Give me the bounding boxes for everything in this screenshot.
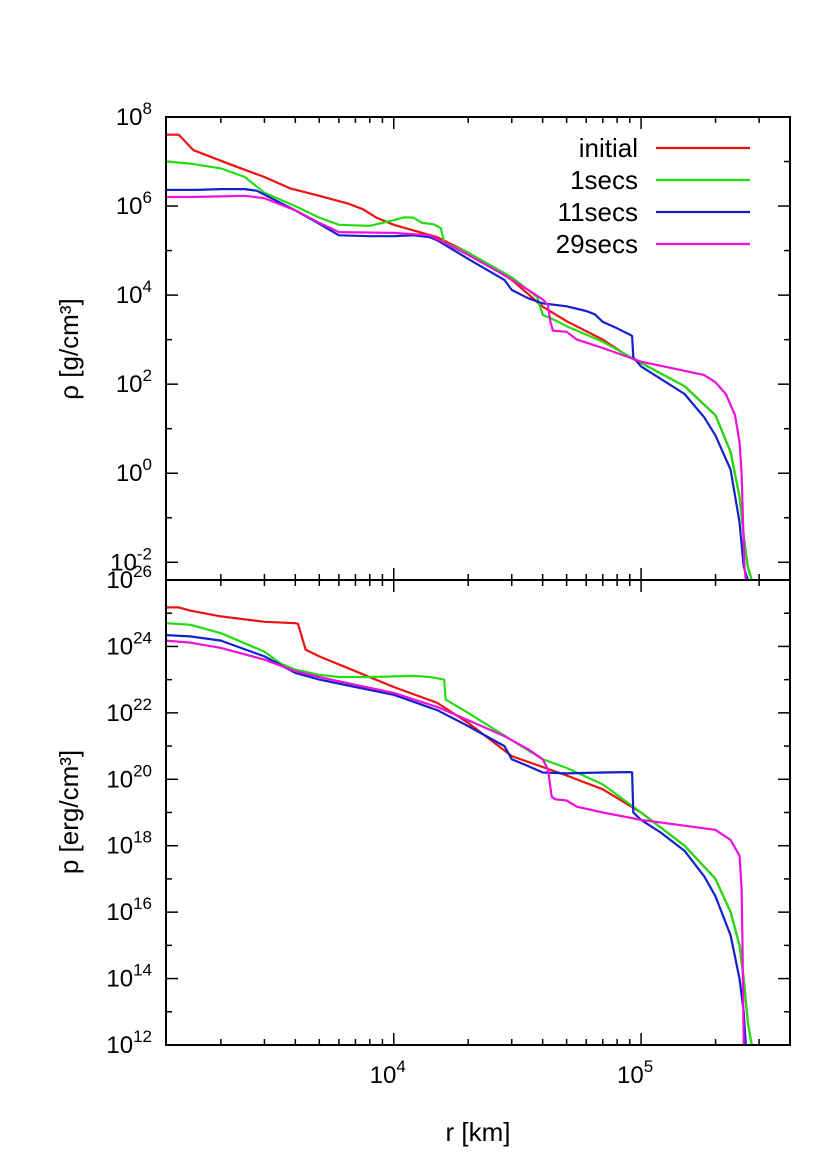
legend-label: initial: [579, 133, 638, 163]
y-tick-label: 1014: [106, 961, 152, 993]
x-axis-label: r [km]: [446, 1117, 511, 1147]
y-axis-label: p [erg/cm³]: [54, 750, 84, 874]
y-tick-label: 1020: [106, 761, 152, 793]
series-line-29secs: [166, 194, 747, 580]
series-line-29secs: [166, 639, 745, 1045]
y-tick-label: 1012: [106, 1027, 152, 1059]
plot-frame: [165, 579, 791, 1046]
x-tick-label: 104: [370, 1057, 406, 1089]
series-line-1secs: [166, 622, 753, 1045]
legend-label: 11secs: [558, 197, 638, 227]
y-tick-label: 1024: [106, 628, 152, 660]
y-tick-label: 100: [116, 455, 152, 487]
y-tick-label: 1018: [106, 828, 152, 860]
y-axis-label: ρ [g/cm³]: [54, 298, 84, 399]
series-line-initial: [166, 133, 753, 580]
legend-label: 1secs: [570, 165, 638, 195]
y-tick-label: 1022: [106, 695, 152, 727]
pressure-panel: 1026 1024 1022 1020 1018 1016 1014 1012 104 105 p …: [54, 562, 791, 1147]
y-tick-label: 106: [116, 188, 152, 220]
legend-label: 29secs: [556, 229, 638, 259]
series-line-initial: [166, 606, 753, 1045]
plot-frame: [165, 116, 791, 581]
series-line-1secs: [166, 160, 753, 580]
y-tick-label: 104: [116, 277, 152, 309]
y-tick-label: 1016: [106, 894, 152, 926]
y-tick-label: 1026: [106, 562, 152, 594]
x-tick-label: 105: [617, 1057, 653, 1089]
y-tick-label: 102: [116, 366, 152, 398]
y-tick-label: 10-2: [110, 544, 152, 576]
y-tick-label: 108: [116, 99, 152, 131]
density-panel: 108 106 104 102 100 10-2 ρ [g/cm³] initial1secs…: [54, 99, 791, 581]
series-line-11secs: [166, 634, 747, 1045]
